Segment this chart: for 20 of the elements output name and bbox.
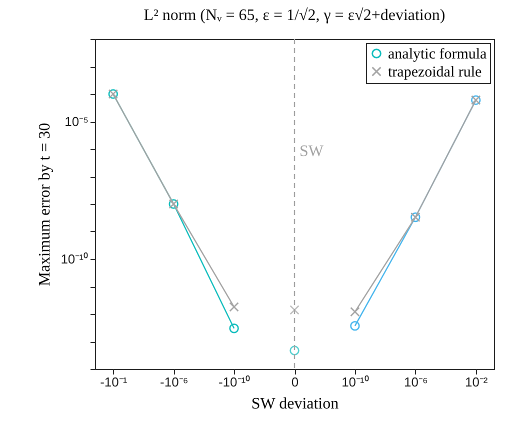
- x-tick-label: 10⁻¹⁰: [342, 374, 370, 390]
- x-tick-label: 10⁻⁶: [404, 374, 428, 390]
- y-axis-title: Maximum error by t = 30: [36, 122, 54, 286]
- point: [290, 346, 300, 356]
- x-tick-label: -10⁻⁶: [160, 374, 188, 390]
- x-tick-label: 0: [291, 374, 299, 390]
- point: [350, 321, 360, 331]
- ref-line-label: SW: [300, 143, 324, 160]
- x-tick-label: -10⁻¹: [100, 374, 128, 390]
- x-tick-label: 10⁻²: [464, 374, 488, 390]
- point: [229, 324, 239, 334]
- point: [229, 302, 239, 312]
- x-axis-title: SW deviation: [251, 396, 339, 412]
- point: [290, 305, 300, 315]
- x-tick-label: -10⁻¹⁰: [218, 374, 251, 390]
- point: [350, 306, 360, 317]
- legend-label: trapezoidal rule: [388, 64, 482, 80]
- chart-title: L² norm (Nᵥ = 65, ε = 1/√2, γ = ε√2+deviation): [144, 7, 446, 24]
- y-tick-label: 10⁻⁵: [64, 114, 88, 129]
- legend-label: analytic formula: [388, 46, 488, 62]
